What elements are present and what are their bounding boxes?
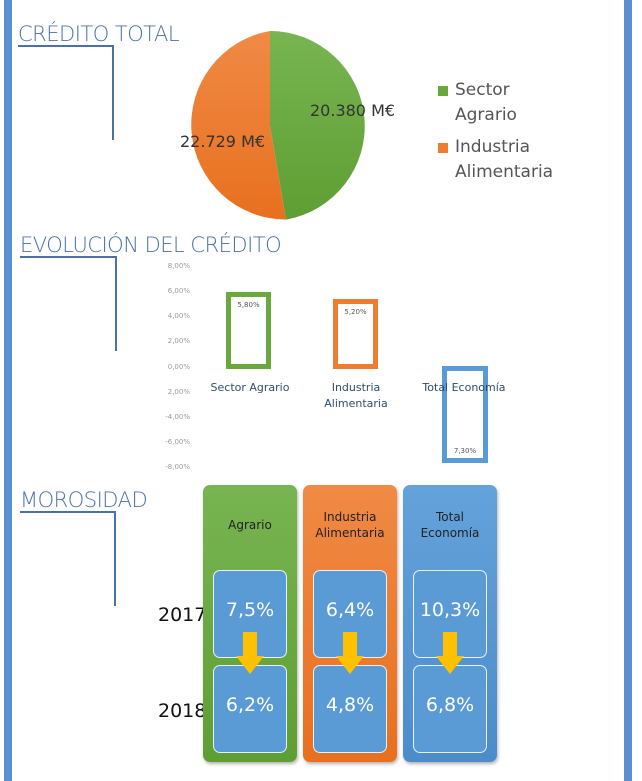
credito-total-connector xyxy=(112,45,114,140)
morosidad-title: MOROSIDAD xyxy=(20,488,148,512)
pie-slice-industria-alimentaria xyxy=(191,31,286,220)
y-tick: 8,00% xyxy=(167,262,190,270)
y-tick: -8,00% xyxy=(165,463,190,471)
y-tick: 2,00% xyxy=(167,388,190,396)
credito-total-underline xyxy=(18,45,114,47)
value-box-2018: 4,8% xyxy=(313,665,387,753)
card-title-line1: Agrario xyxy=(228,518,272,532)
pie-label-industria: 22.729 M€ xyxy=(180,132,266,151)
y-tick: -4,00% xyxy=(165,413,190,421)
category-label-sector-agrario: Sector Agrario xyxy=(210,381,290,394)
value-2018: 4,8% xyxy=(325,694,375,716)
value-2017: 6,4% xyxy=(325,599,375,621)
legend-label-line1: Industria xyxy=(455,137,531,157)
evolucion-underline xyxy=(20,256,117,258)
bar-value: 5,80% xyxy=(237,301,260,309)
y-tick: -6,00% xyxy=(165,438,190,446)
down-arrow-icon xyxy=(236,632,264,674)
evolucion-connector xyxy=(115,256,117,351)
category-label-total-economia: Total Economía xyxy=(422,381,506,394)
credito-pie-chart xyxy=(191,31,365,220)
bar-total-economia: 7,30% xyxy=(442,366,488,463)
category-label-industria-line2: Alimentaria xyxy=(324,397,388,410)
legend-swatch-green xyxy=(438,86,448,96)
y-tick: 4,00% xyxy=(167,312,190,320)
value-2018: 6,2% xyxy=(225,694,275,716)
year-label-2018: 2018 xyxy=(158,700,207,722)
card-total-economia: Total Economía 10,3% 6,8% xyxy=(403,485,497,762)
category-label-industria-line1: Industria xyxy=(331,381,381,394)
card-title: Agrario xyxy=(203,517,297,533)
card-title-line1: Total xyxy=(435,510,465,524)
card-title: Industria Alimentaria xyxy=(303,509,397,541)
bar-industria-alimentaria: 5,20% xyxy=(333,299,378,369)
value-box-2018: 6,2% xyxy=(213,665,287,753)
value-box-2018: 6,8% xyxy=(413,665,487,753)
down-arrow-icon xyxy=(436,632,464,674)
value-2017: 10,3% xyxy=(419,599,481,621)
bar-value: 5,20% xyxy=(344,308,367,316)
credito-total-title: CRÉDITO TOTAL xyxy=(18,22,180,46)
value-2018: 6,8% xyxy=(425,694,475,716)
y-tick: 6,00% xyxy=(167,287,190,295)
legend-swatch-orange xyxy=(438,143,448,153)
frame-left-border xyxy=(4,0,12,781)
card-title-line2: Economía xyxy=(420,526,480,540)
card-agrario: Agrario 7,5% 6,2% xyxy=(203,485,297,762)
y-tick: 2,00% xyxy=(167,337,190,345)
legend-label-line1: Sector xyxy=(455,80,510,100)
card-title: Total Economía xyxy=(403,509,497,541)
bar-value: 7,30% xyxy=(453,447,477,455)
evolucion-title: EVOLUCIÓN DEL CRÉDITO xyxy=(20,233,282,257)
card-title-line2: Alimentaria xyxy=(315,526,385,540)
card-title-line1: Industria xyxy=(323,510,377,524)
frame-right-border xyxy=(624,0,632,781)
pie-slice-sector-agrario xyxy=(270,31,365,220)
legend-label-line2: Agrario xyxy=(455,105,517,125)
value-2017: 7,5% xyxy=(225,599,275,621)
bar-sector-agrario: 5,80% xyxy=(226,292,271,369)
card-industria-alimentaria: Industria Alimentaria 6,4% 4,8% xyxy=(303,485,397,762)
down-arrow-icon xyxy=(336,632,364,674)
legend-label-line2: Alimentaria xyxy=(455,162,554,182)
pie-label-agrario: 20.380 M€ xyxy=(310,101,396,120)
y-tick: 0,00% xyxy=(167,363,190,371)
morosidad-connector xyxy=(114,511,116,606)
morosidad-underline xyxy=(20,511,116,513)
year-label-2017: 2017 xyxy=(158,604,207,626)
